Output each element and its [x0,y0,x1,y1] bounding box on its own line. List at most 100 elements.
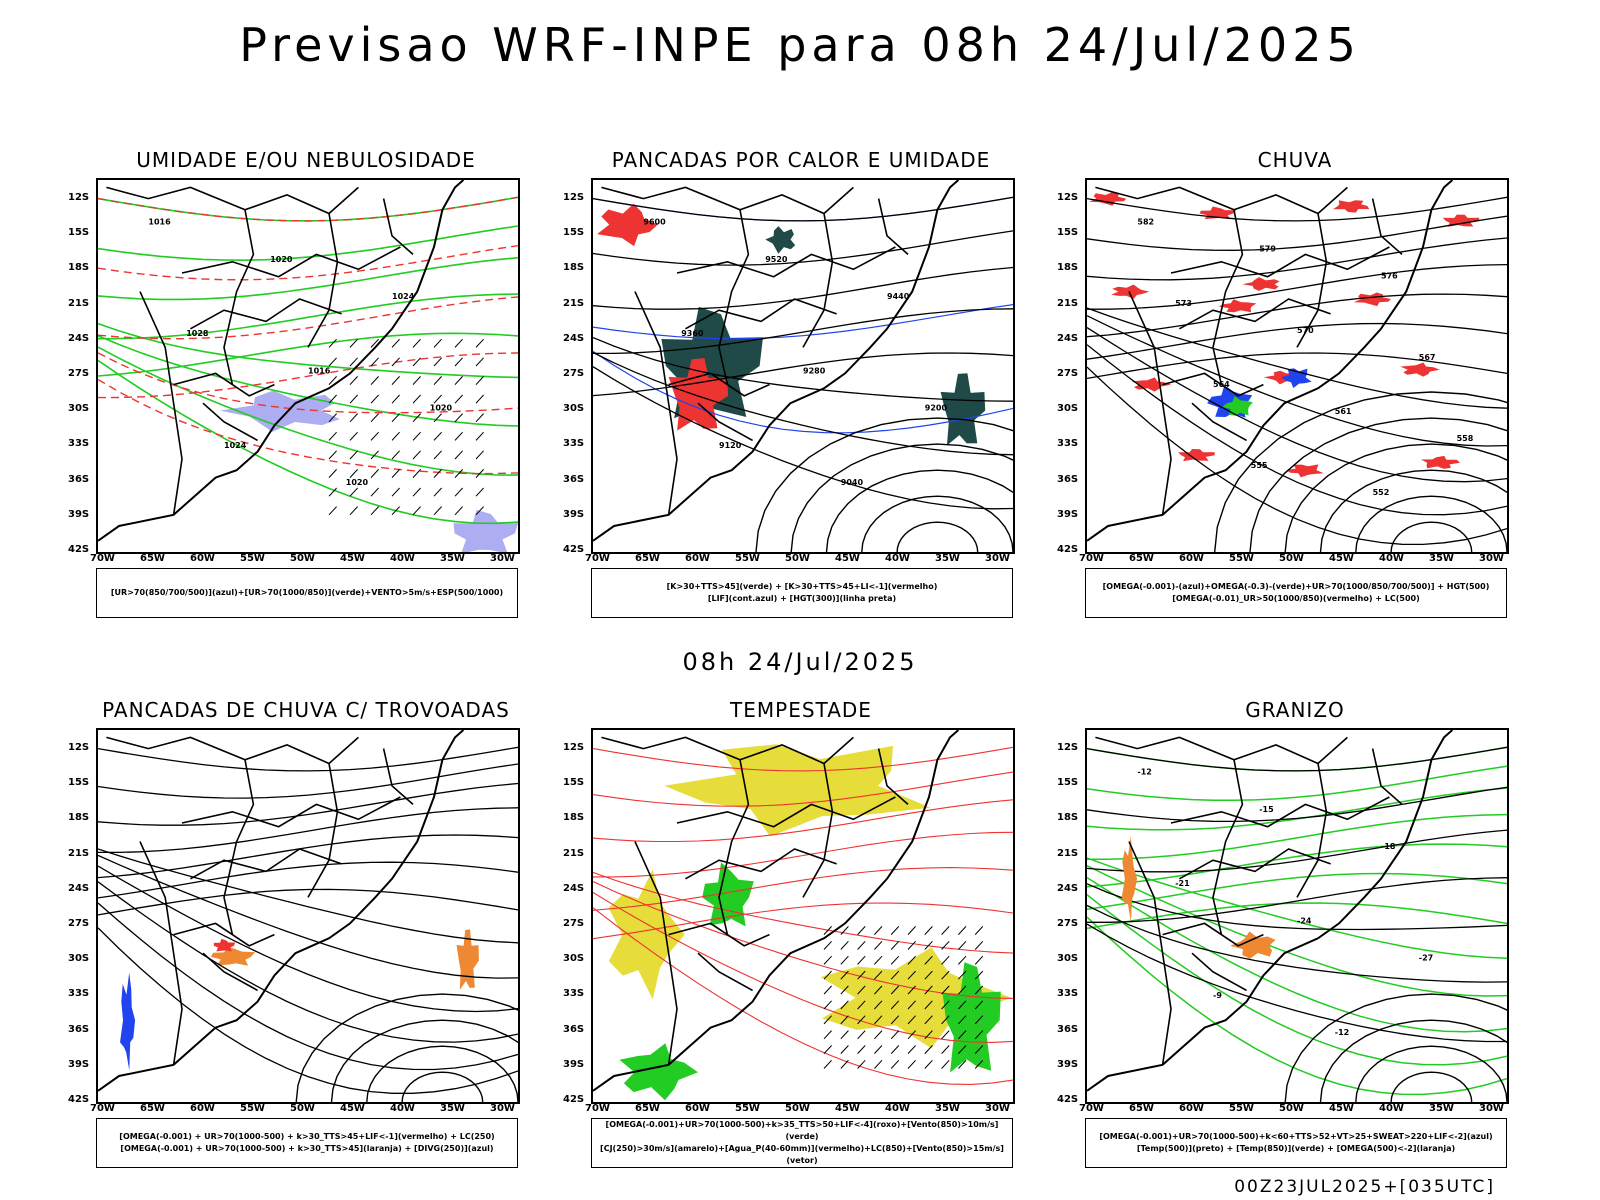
wind-vector [907,1030,916,1040]
lat-tick-label: 24S [68,332,90,344]
wind-vector [823,955,832,965]
lon-tick-label: 65W [140,1103,165,1114]
legend-line: [LIF](cont.azul) + [HGT(300)](linha pret… [707,594,897,603]
lon-tick-label: 35W [935,1103,960,1114]
thunderstorm-area [210,946,256,966]
streamline [98,782,518,826]
temperature-850-contour [1087,865,1507,997]
contour-label: 573 [1175,299,1192,308]
wind-vector [349,431,358,441]
panel-umidade: UMIDADE E/OU NEBULOSIDADE 1016 1020 1024 102… [56,148,536,648]
lat-tick-label: 18S [1057,812,1079,824]
low-level-streamline [593,746,1013,772]
wind-vector [433,506,442,516]
contour-label: 558 [1457,434,1474,443]
wind-vector [475,376,484,385]
lat-tick-label: 15S [68,777,90,789]
wind-vector [890,955,900,965]
wind-vector [941,1030,950,1040]
map-layer: 9600 9520 9440 9360 9280 9200 9120 9040 [593,180,1013,552]
panel-pancadas-calor: PANCADAS POR CALOR E UMIDADE 9600 9520 9440… [551,148,1031,648]
wind-vector [370,338,379,348]
instability-area [597,203,658,247]
state-border [676,796,896,828]
lat-tick-label: 21S [563,847,585,859]
contour-label: 1020 [430,404,453,413]
wind-vector [857,1059,866,1069]
lat-tick-label: 33S [1057,438,1079,450]
legend-line: [UR>70(850/700/500)](azul)+[UR>70(1000/8… [110,588,504,597]
rain-area [1242,277,1280,291]
state-border [307,763,339,898]
wind-vector [370,506,379,516]
wind-vector [328,394,337,404]
rain-area [1218,299,1257,313]
contour-label: 9600 [643,218,666,227]
temperature-500-contour [1087,829,1507,873]
state-border [668,372,770,397]
lon-tick-label: 60W [685,553,710,564]
lat-tick-label: 18S [563,262,585,274]
lon-tick-label: 70W [90,553,115,564]
contour-label: 561 [1335,407,1352,416]
wind-vector [370,469,379,478]
lat-tick-label: 39S [68,508,90,520]
wind-vector [941,926,950,935]
thickness-contour [98,296,518,340]
wind-vector [823,1045,832,1054]
geopotential-height-contour [593,196,1013,222]
divergence-area [120,972,136,1071]
lat-tick-label: 12S [563,742,585,753]
lon-tick-label: 60W [190,1103,215,1114]
wind-vector [349,506,358,516]
wind-vector [391,487,400,497]
wind-vector [924,1059,933,1069]
lon-tick-label: 50W [1279,553,1304,564]
wind-vector [840,1059,849,1069]
wind-vector [874,940,883,950]
wind-vector [974,985,984,995]
thickness-contour [98,352,518,399]
wind-vector [924,940,933,950]
streamline [98,861,518,899]
humidity-low-level-contour [98,359,518,525]
wind-vector [924,970,933,980]
wind-vector [823,1015,832,1025]
lat-tick-label: 27S [563,918,585,929]
wind-vector [907,940,916,950]
wind-vector [391,394,400,404]
lat-tick-label: 18S [68,262,90,274]
lon-tick-label: 65W [635,1103,660,1114]
geopotential-height-contour [593,352,1013,397]
wind-vector [475,450,484,460]
contour-label: -21 [1175,879,1190,888]
lat-tick-label: 18S [1057,262,1079,274]
lat-tick-label: 30S [563,953,585,965]
state-border [1371,198,1403,255]
lon-tick-label: 60W [1179,1103,1204,1114]
wind-vector [433,487,442,497]
wind-vector [924,1015,933,1025]
wind-vector [823,1000,832,1010]
contour-label: -24 [1297,916,1312,925]
wind-vector [958,970,967,980]
contour-label: 564 [1213,380,1230,389]
wind-vector [974,1015,984,1025]
legend-line: [OMEGA(-0.01)_UR>50(1000/850)(vermelho) … [1172,594,1420,603]
wind-vector [454,431,463,441]
wind-vector [907,970,916,980]
legend-line: [Temp(500)](preto) + [Temp(850)](verde) … [1136,1144,1456,1153]
wind-vector [874,1059,883,1069]
wind-vector [391,413,400,423]
legend-line: [OMEGA(-0.001)+UR>70(1000-500)+k<60+TTS>… [1099,1132,1493,1141]
state-border [1095,736,1348,765]
state-border [190,298,342,330]
contour-label: 1020 [270,255,293,264]
lat-tick-label: 27S [68,918,90,929]
geopotential-height-contour [1390,521,1473,552]
state-border [223,209,255,385]
humidity-high-level-area [220,390,340,432]
wind-vector [823,940,832,950]
temperature-500-contour [1087,746,1507,772]
geopotential-height-contour [593,266,1013,310]
